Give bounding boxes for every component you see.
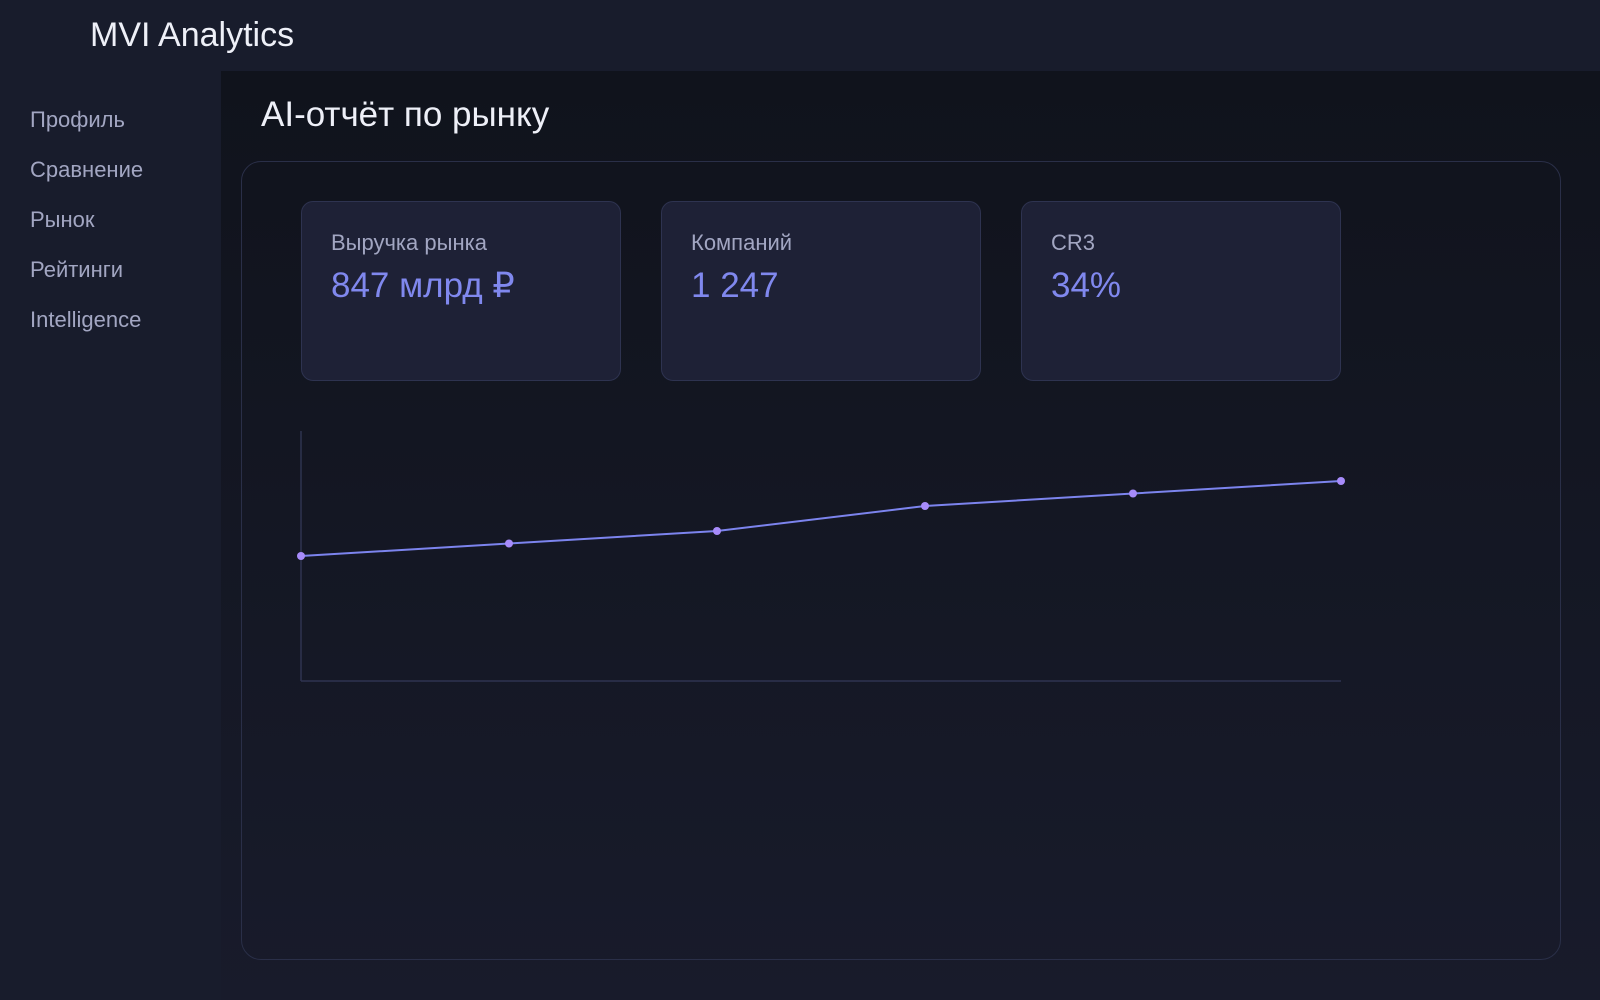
main: AI-отчёт по рынку Выручка рынка 847 млрд… (221, 71, 1600, 1000)
sidebar: Профиль Сравнение Рынок Рейтинги Intelli… (0, 71, 221, 1000)
nav-item[interactable]: Профиль (30, 107, 125, 132)
chart (297, 431, 1345, 682)
nav-item[interactable]: Сравнение (30, 157, 144, 182)
header: MVI Analytics (0, 0, 1600, 71)
point (713, 527, 721, 535)
point (505, 539, 513, 548)
line (300, 480, 1342, 557)
kpi-value: 34% (1051, 266, 1122, 305)
kpi-label: CR3 (1051, 230, 1096, 255)
kpi-card: CR3 34% (1021, 201, 1341, 381)
report-panel: Выручка рынка 847 млрд ₽ Компаний 1 247 … (241, 161, 1561, 960)
kpi-card: Выручка рынка 847 млрд ₽ (301, 201, 621, 381)
kpi-label: Выручка рынка (331, 230, 487, 255)
point (1337, 477, 1345, 485)
kpi-value: 847 млрд ₽ (331, 266, 515, 305)
point (921, 502, 929, 510)
kpi-value: 1 247 (691, 266, 779, 305)
app-title: MVI Analytics (90, 16, 295, 54)
page-title: AI-отчёт по рынку (261, 95, 550, 134)
kpi-card: Компаний 1 247 (661, 201, 981, 381)
point (297, 552, 305, 560)
point (1129, 489, 1137, 498)
nav-item[interactable]: Рейтинги (30, 257, 124, 282)
nav-item[interactable]: Рынок (30, 207, 95, 232)
nav-item[interactable]: Intelligence (30, 307, 142, 332)
kpi-label: Компаний (691, 230, 793, 255)
